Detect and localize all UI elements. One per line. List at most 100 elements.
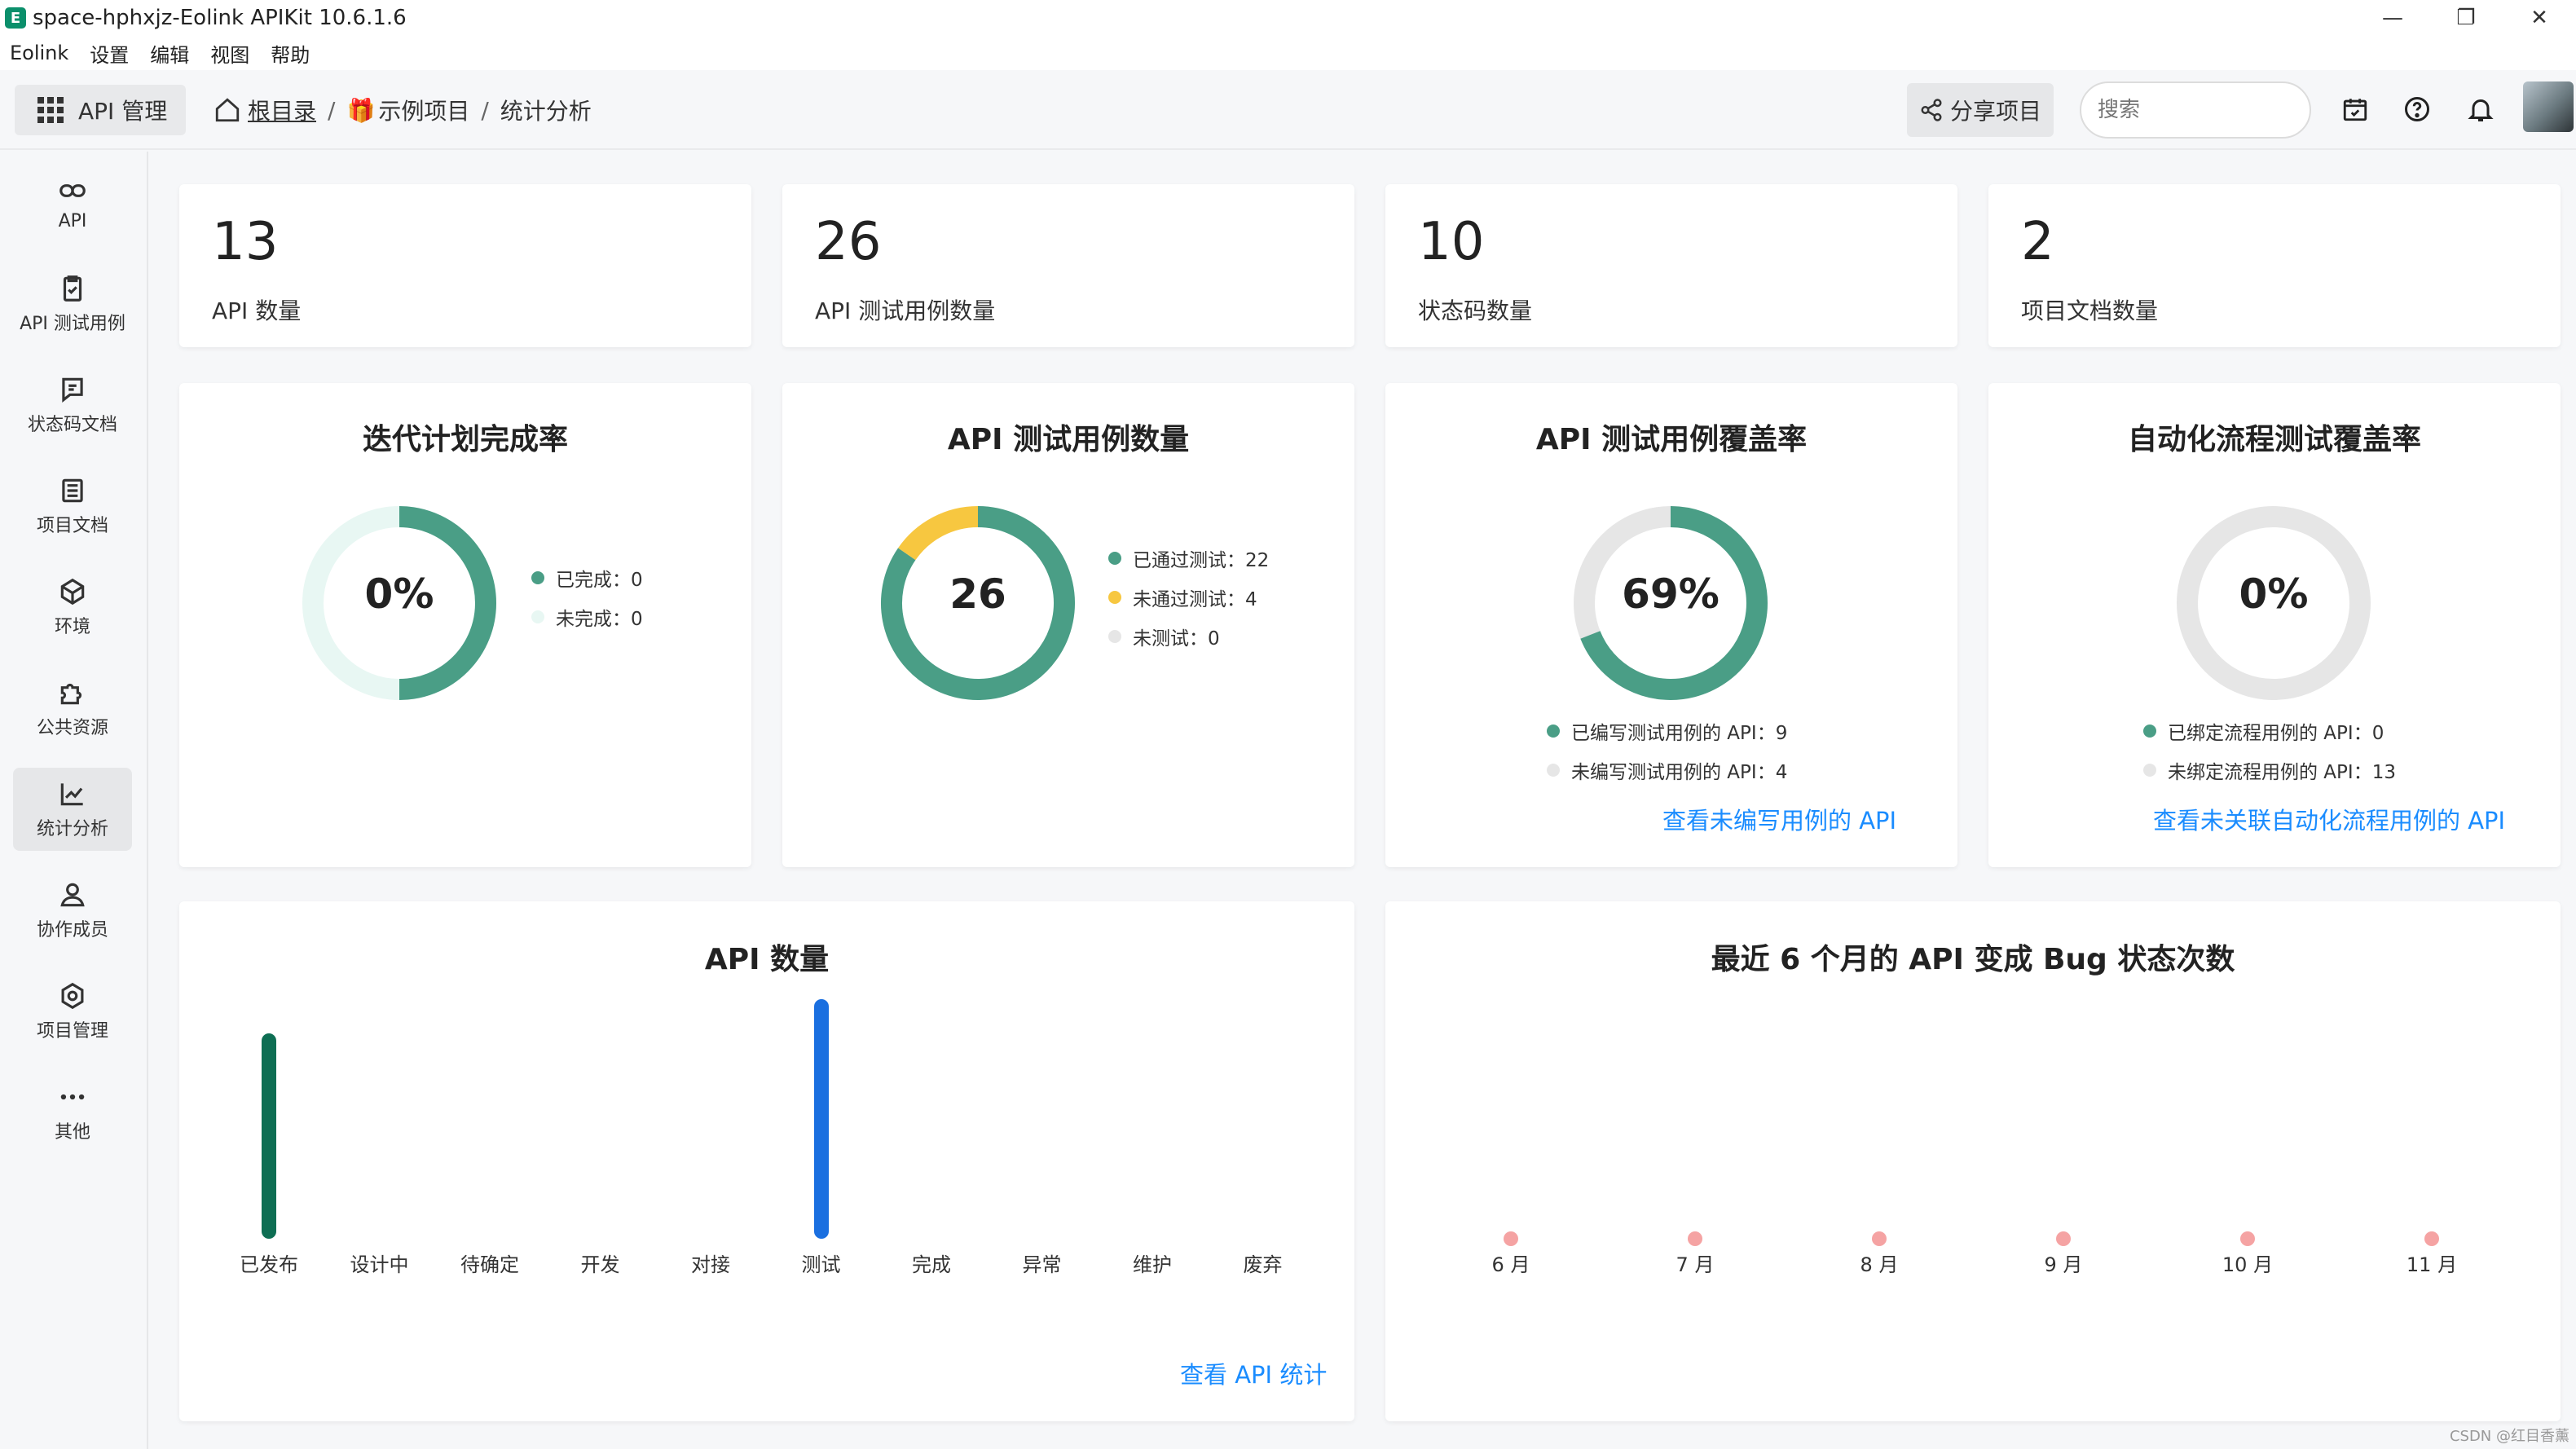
x-tick-label: 测试	[801, 1253, 841, 1276]
x-tick-label: 8 月	[1860, 1253, 1899, 1276]
settings-icon	[61, 982, 84, 1010]
view-unlinked-automation-api-link[interactable]: 查看未关联自动化流程用例的 API	[2153, 807, 2506, 835]
message-doc-icon	[62, 377, 83, 403]
sidebar-item-testcases[interactable]: API 测试用例	[13, 262, 132, 346]
x-tick-label: 维护	[1133, 1253, 1172, 1276]
gift-icon: 🎁	[346, 96, 376, 124]
bar-已发布[interactable]	[262, 1033, 276, 1239]
menu-settings[interactable]: 设置	[90, 43, 130, 67]
x-tick-label: 待确定	[460, 1253, 519, 1276]
donut-center-value: 26	[949, 570, 1006, 618]
sidebar-item-project-docs[interactable]: 项目文档	[13, 465, 132, 548]
watermark: CSDN @红目香薰	[2449, 1428, 2569, 1445]
donut-segment-1	[898, 506, 979, 561]
view-api-stats-link[interactable]: 查看 API 统计	[1180, 1361, 1328, 1389]
stat-label: API 数量	[212, 297, 302, 324]
donut-center-value: 0%	[2239, 570, 2309, 618]
breadcrumb-separator: /	[481, 96, 489, 124]
link-icon	[59, 183, 86, 197]
legend-item: 已通过测试：22	[1108, 544, 1269, 572]
user-icon	[60, 883, 85, 907]
stat-value: 10	[1418, 212, 1485, 272]
minimize-button[interactable]: —	[2382, 6, 2403, 30]
data-point-8 月[interactable]	[1872, 1231, 1887, 1246]
legend-item: 未完成：0	[531, 603, 643, 631]
more-icon	[60, 1094, 85, 1100]
data-point-7 月[interactable]	[1688, 1231, 1702, 1246]
close-button[interactable]: ✕	[2530, 6, 2548, 30]
menu-bar: Eolink 设置 编辑 视图 帮助	[0, 36, 2576, 70]
sidebar-item-environment[interactable]: 环境	[13, 566, 132, 649]
stat-label: 项目文档数量	[2021, 297, 2159, 324]
bell-icon[interactable]	[2463, 91, 2499, 127]
legend-item: 未绑定流程用例的 API：13	[2143, 756, 2396, 784]
app-logo-icon: E	[5, 7, 26, 29]
sidebar-item-label: 公共资源	[36, 718, 108, 738]
chart-title: 最近 6 个月的 API 变成 Bug 状态次数	[1711, 943, 2235, 976]
donut-covered-segment	[1580, 506, 1768, 700]
donut-center-value: 0%	[364, 570, 434, 618]
sidebar-item-project-settings[interactable]: 项目管理	[13, 970, 132, 1053]
x-tick-label: 6 月	[1491, 1253, 1530, 1276]
iteration-donut	[302, 506, 496, 700]
stat-card-status-codes: 10 状态码数量	[1385, 184, 1957, 347]
sidebar-item-public-resources[interactable]: 公共资源	[13, 667, 132, 750]
breadcrumb-home-link[interactable]: 根目录	[248, 98, 317, 125]
card-title: 迭代计划完成率	[362, 423, 568, 456]
data-point-11 月[interactable]	[2424, 1231, 2439, 1246]
x-tick-label: 废弃	[1243, 1253, 1283, 1276]
breadcrumb-project[interactable]: 示例项目	[378, 98, 470, 125]
card-title: API 测试用例数量	[947, 423, 1190, 456]
donut-segment-0	[881, 506, 1075, 700]
document-icon	[62, 478, 83, 503]
api-count-chart-card: API 数量 已发布 设计中 待确定 开发 对接 测试 完成 异常 维护 废弃 查看 API 统计	[179, 901, 1354, 1421]
data-point-9 月[interactable]	[2056, 1231, 2071, 1246]
api-count-chart: 已发布 设计中 待确定 开发 对接 测试 完成 异常 维护 废弃	[179, 901, 1354, 1421]
data-point-10 月[interactable]	[2240, 1231, 2255, 1246]
view-untested-api-link[interactable]: 查看未编写用例的 API	[1662, 807, 1897, 835]
x-tick-label: 对接	[691, 1253, 730, 1276]
sidebar-item-members[interactable]: 协作成员	[13, 869, 132, 952]
stat-card-testcases: 26 API 测试用例数量	[782, 184, 1354, 347]
avatar[interactable]	[2523, 81, 2574, 132]
restore-button[interactable]: ❐	[2456, 6, 2476, 30]
sidebar-item-status-codes[interactable]: 状态码文档	[13, 363, 132, 447]
testcases-card: API 测试用例数量 26 已通过测试：22 未通过测试：4 未测试：0	[782, 383, 1354, 867]
help-icon[interactable]	[2399, 91, 2435, 127]
menu-help[interactable]: 帮助	[271, 43, 310, 67]
share-icon	[1921, 99, 1942, 121]
x-tick-label: 7 月	[1676, 1253, 1715, 1276]
share-project-button[interactable]: 分享项目	[1907, 83, 2054, 137]
x-tick-label: 异常	[1022, 1253, 1062, 1276]
legend-item: 已绑定流程用例的 API：0	[2143, 717, 2384, 745]
donut-unbound-segment	[2177, 506, 2371, 700]
menu-view[interactable]: 视图	[210, 43, 250, 67]
bar-测试[interactable]	[813, 999, 829, 1239]
sidebar-item-label: 状态码文档	[27, 415, 117, 435]
stat-label: 状态码数量	[1418, 297, 1533, 324]
stat-card-api: 13 API 数量	[179, 184, 751, 347]
title-bar: E space-hphxjz-Eolink APIKit 10.6.1.6 — …	[0, 0, 2576, 36]
x-tick-label: 9 月	[2044, 1253, 2083, 1276]
window-title: space-hphxjz-Eolink APIKit 10.6.1.6	[33, 6, 407, 30]
search-input[interactable]	[2080, 81, 2311, 139]
breadcrumb-current: 统计分析	[500, 98, 592, 125]
calendar-check-icon[interactable]	[2337, 91, 2373, 127]
sidebar-item-label: 统计分析	[36, 819, 108, 839]
legend-item: 已编写测试用例的 API：9	[1547, 717, 1787, 745]
x-tick-label: 开发	[580, 1253, 620, 1276]
menu-edit[interactable]: 编辑	[150, 43, 190, 67]
sidebar-item-statistics[interactable]: 统计分析	[13, 768, 132, 851]
bug-chart: 6 月 7 月 8 月 9 月 10 月 11 月	[1385, 901, 2561, 1421]
module-switch-button[interactable]: API 管理	[15, 85, 186, 135]
menu-eolink[interactable]: Eolink	[10, 42, 69, 64]
sidebar-item-api[interactable]: API	[13, 161, 132, 244]
sidebar-item-label: 协作成员	[36, 920, 108, 940]
data-point-6 月[interactable]	[1504, 1231, 1518, 1246]
chart-line-icon	[60, 783, 83, 806]
module-label: API 管理	[78, 98, 168, 125]
bug-chart-card: 最近 6 个月的 API 变成 Bug 状态次数 6 月 7 月 8 月 9 月 10 …	[1385, 901, 2561, 1421]
sidebar-item-label: 项目管理	[36, 1021, 108, 1042]
sidebar-item-more[interactable]: 其他	[13, 1071, 132, 1154]
sidebar-item-label: 环境	[54, 617, 90, 637]
